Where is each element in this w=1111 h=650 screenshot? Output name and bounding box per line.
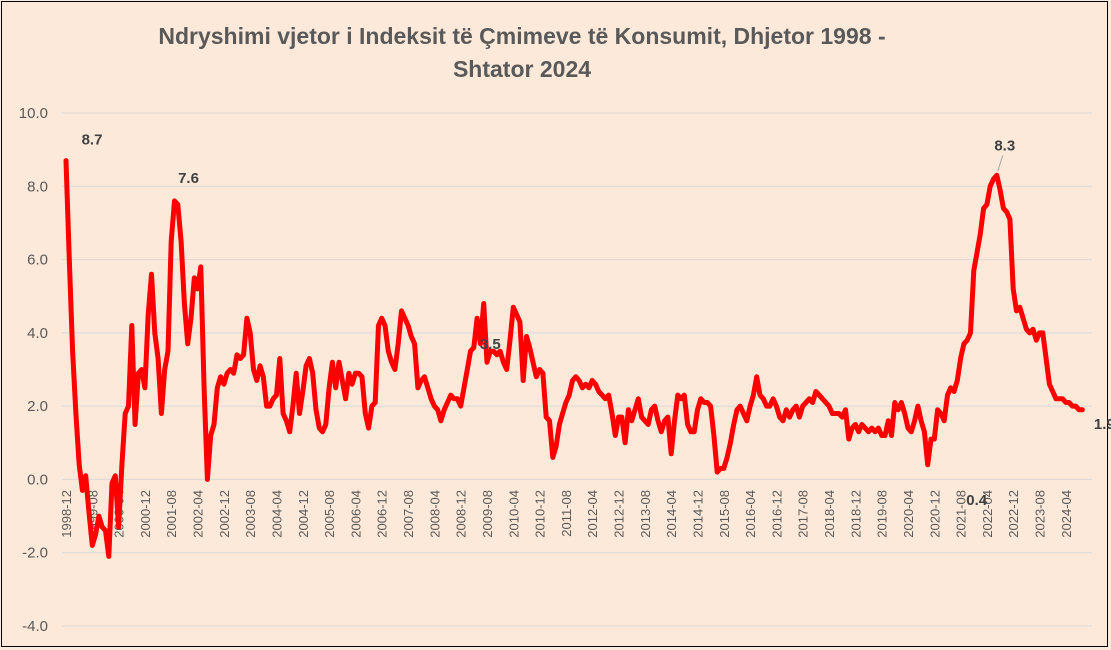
data-label: 1.9 — [1094, 416, 1111, 433]
x-tick-label: 2000-12 — [138, 490, 153, 538]
x-tick-label: 2016-04 — [743, 490, 758, 538]
x-tick-label: 2002-12 — [217, 490, 232, 538]
chart-title-line-1: Ndryshimi vjetor i Indeksit të Çmimeve t… — [158, 23, 886, 49]
x-tick-label: 2012-04 — [585, 490, 600, 538]
y-tick-label: -2.0 — [22, 545, 48, 562]
y-tick-label: 2.0 — [27, 398, 48, 415]
x-tick-label: 2010-04 — [506, 490, 521, 538]
y-tick-label: -4.0 — [22, 618, 48, 635]
x-tick-label: 2002-04 — [191, 490, 206, 538]
x-tick-label: 2022-04 — [980, 490, 995, 538]
x-tick-label: 2015-08 — [717, 490, 732, 538]
x-tick-label: 2018-04 — [822, 490, 837, 538]
x-tick-label: 2008-12 — [454, 490, 469, 538]
x-tick-label: 2020-04 — [901, 490, 916, 538]
x-tick-label: 2007-08 — [401, 490, 416, 538]
x-tick-label: 2005-08 — [322, 490, 337, 538]
data-label: 7.6 — [178, 170, 199, 187]
data-label: 3.5 — [480, 336, 501, 353]
x-tick-label: 2018-12 — [848, 490, 863, 538]
x-tick-label: 2017-08 — [796, 490, 811, 538]
x-tick-label: 2014-04 — [664, 490, 679, 538]
x-tick-label: 2004-04 — [269, 490, 284, 538]
x-tick-label: 2010-12 — [533, 490, 548, 538]
y-tick-label: 0.0 — [27, 471, 48, 488]
x-tick-label: 2019-08 — [875, 490, 890, 538]
x-tick-label: 1998-12 — [59, 490, 74, 538]
x-tick-label: 2014-12 — [690, 490, 705, 538]
x-tick-label: 2011-08 — [559, 490, 574, 537]
data-label: 8.3 — [994, 137, 1015, 154]
chart-title-line-2: Shtator 2024 — [452, 56, 592, 82]
x-tick-label: 2008-04 — [427, 490, 442, 538]
y-tick-label: 10.0 — [19, 105, 48, 122]
x-tick-label: 2020-12 — [927, 490, 942, 538]
data-label: 0.4 — [966, 492, 988, 509]
x-tick-label: 2016-12 — [769, 490, 784, 538]
x-tick-label: 2003-08 — [243, 490, 258, 538]
x-tick-label: 2006-04 — [348, 490, 363, 538]
data-label: 8.7 — [82, 132, 103, 149]
chart-title: Ndryshimi vjetor i Indeksit të Çmimeve t… — [152, 20, 892, 86]
x-tick-label: 2006-12 — [375, 490, 390, 538]
x-tick-label: 2013-08 — [638, 490, 653, 538]
series-line — [63, 158, 1085, 559]
x-tick-label: 2024-04 — [1059, 490, 1074, 538]
x-tick-label: 2001-08 — [164, 490, 179, 538]
x-tick-label: 2012-12 — [612, 490, 627, 538]
x-tick-label: 2021-08 — [954, 490, 969, 538]
x-tick-label: 2023-08 — [1033, 490, 1048, 538]
y-tick-label: 6.0 — [27, 252, 48, 269]
x-tick-label: 2009-08 — [480, 490, 495, 538]
x-tick-label: 2004-12 — [296, 490, 311, 538]
y-tick-label: 8.0 — [27, 178, 48, 195]
annotation-leader — [997, 155, 1004, 172]
x-tick-label: 2022-12 — [1006, 490, 1021, 538]
y-tick-label: 4.0 — [27, 325, 48, 342]
